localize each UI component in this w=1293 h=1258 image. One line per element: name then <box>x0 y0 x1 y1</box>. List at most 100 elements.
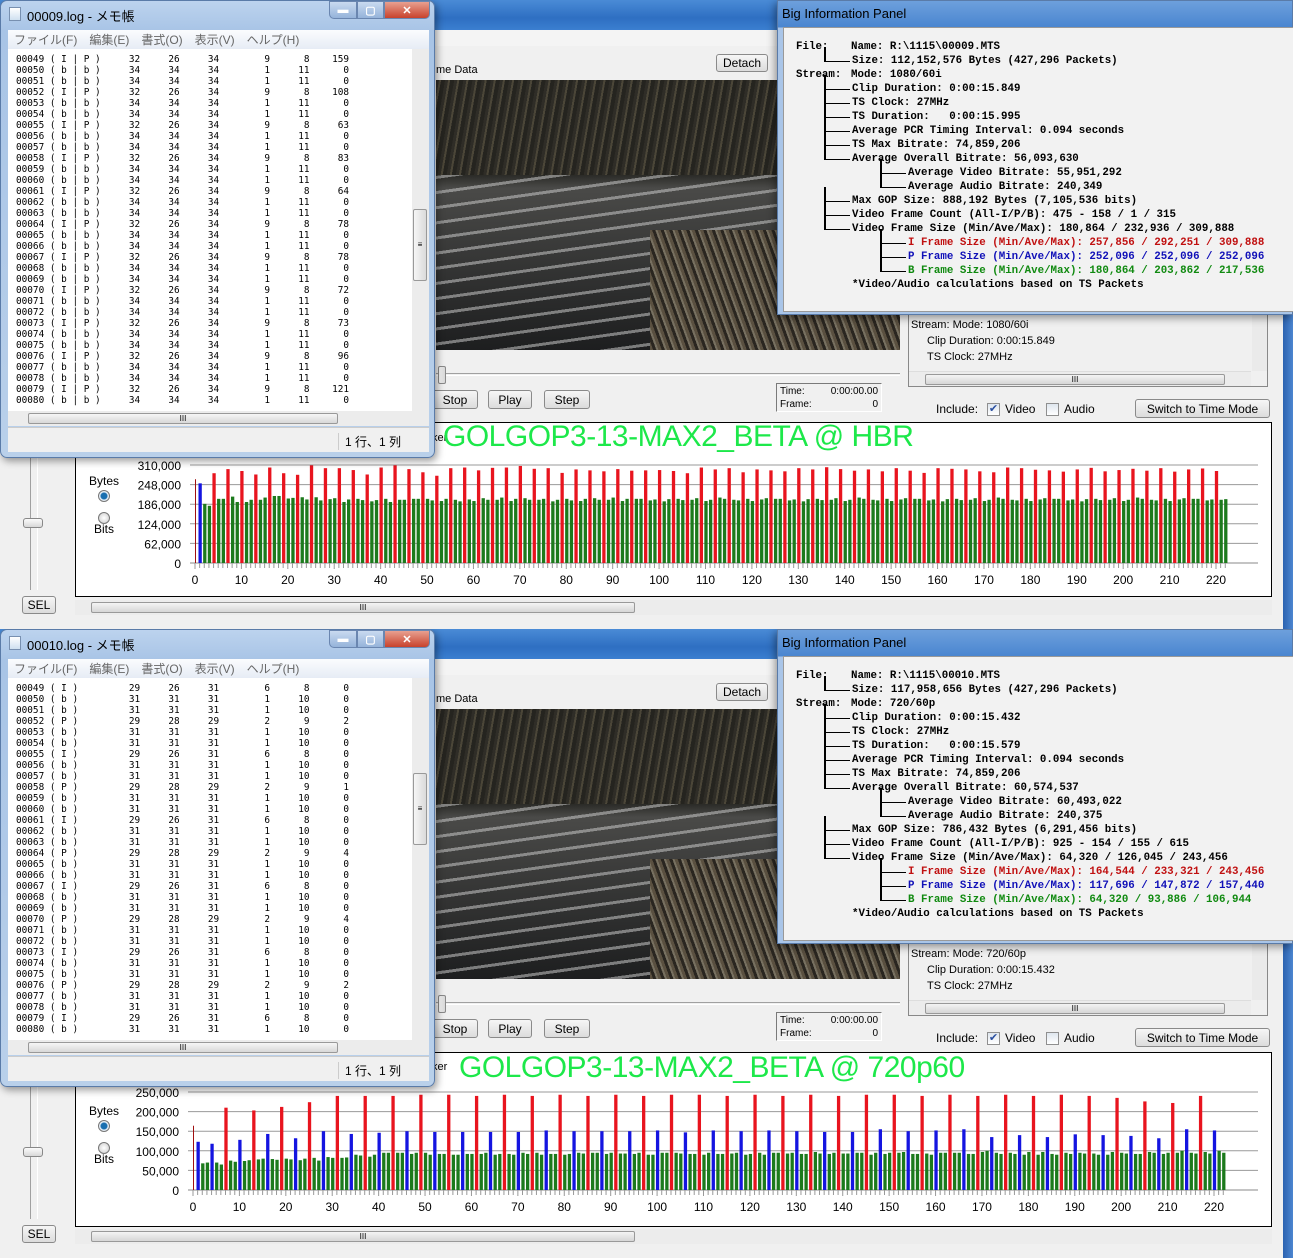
detach-button[interactable]: Detach <box>716 683 768 701</box>
stop-button[interactable]: Stop <box>432 1019 478 1038</box>
bar-frame-b <box>442 1153 446 1190</box>
zoom-slider[interactable] <box>30 1069 38 1219</box>
bar-frame-b <box>465 1153 469 1190</box>
maximize-button[interactable]: ▢ <box>357 1 384 19</box>
bar-frame-b <box>1001 498 1005 563</box>
log-line: 00059 ( b | b ) 34 34 34 1 11 0 <box>16 164 350 175</box>
video-checkbox[interactable]: ✔ <box>987 1032 1000 1045</box>
step-button[interactable]: Step <box>544 1019 590 1038</box>
notepad-horizontal-scrollbar[interactable]: III <box>8 411 429 426</box>
scroll-thumb[interactable]: III <box>925 1003 1225 1014</box>
video-checkbox[interactable]: ✔ <box>987 403 1000 416</box>
play-button[interactable]: Play <box>488 1019 532 1038</box>
chart-horizontal-scrollbar[interactable]: III <box>75 1229 1272 1244</box>
step-button[interactable]: Step <box>544 390 590 409</box>
info-horizontal-scrollbar[interactable]: III <box>909 371 1251 386</box>
bar-frame-i <box>530 1095 534 1190</box>
minimize-button[interactable]: ▬ <box>329 1 357 19</box>
bar-frame-b <box>646 1154 650 1190</box>
bar-frame-b <box>1043 498 1047 563</box>
maximize-button[interactable]: ▢ <box>357 630 384 648</box>
menu-format[interactable]: 書式(O) <box>141 33 183 47</box>
audio-checkbox[interactable] <box>1046 1032 1059 1045</box>
notepad-text-area[interactable]: 00049 ( I | P ) 32 26 34 9 8 159 00050 ( … <box>8 49 412 411</box>
seek-slider-thumb[interactable] <box>438 366 446 384</box>
info-key: Stream: <box>796 69 842 81</box>
scroll-thumb[interactable]: ≡ <box>413 773 427 845</box>
bar-frame-b <box>1082 1153 1087 1190</box>
bar-frame-p <box>878 1129 883 1190</box>
seek-slider[interactable] <box>436 373 900 376</box>
menu-edit[interactable]: 編集(E) <box>89 33 130 47</box>
info-horizontal-scrollbar[interactable]: III <box>909 1000 1251 1015</box>
bar-frame-b <box>804 1153 808 1190</box>
menu-view[interactable]: 表示(V) <box>194 33 235 47</box>
scroll-thumb[interactable]: III <box>91 602 635 613</box>
bar-frame-b <box>792 499 796 563</box>
zoom-slider-thumb[interactable] <box>23 518 43 528</box>
log-line: 00074 ( b ) 31 31 31 1 10 0 <box>16 958 350 969</box>
bar-frame-b <box>509 501 513 563</box>
log-line: 00066 ( b ) 31 31 31 1 10 0 <box>16 870 350 881</box>
sel-button[interactable]: SEL <box>22 596 56 614</box>
switch-time-mode-button[interactable]: Switch to Time Mode <box>1135 1028 1270 1047</box>
scroll-thumb[interactable]: ≡ <box>413 209 427 281</box>
zoom-slider[interactable] <box>30 440 38 590</box>
scroll-thumb[interactable]: III <box>28 1042 338 1053</box>
notepad-text-area[interactable]: 00049 ( I ) 29 26 31 6 8 0 00050 ( b ) 31… <box>8 678 412 1040</box>
bar-frame-i <box>992 472 996 563</box>
notepad-vertical-scrollbar[interactable]: ≡ <box>412 49 429 411</box>
menu-file[interactable]: ファイル(F) <box>14 662 78 676</box>
bar-frame-i <box>363 1095 367 1190</box>
sel-button[interactable]: SEL <box>22 1225 56 1243</box>
bits-radio[interactable] <box>98 512 110 524</box>
y-tick-label: 200,000 <box>136 1106 180 1120</box>
bar-frame-b <box>472 501 476 563</box>
chart-horizontal-scrollbar[interactable]: III <box>75 600 1272 615</box>
switch-time-mode-button[interactable]: Switch to Time Mode <box>1135 399 1270 418</box>
bar-frame-b <box>342 501 346 563</box>
info-value: TS Clock: 27MHz <box>852 726 950 738</box>
menu-format[interactable]: 書式(O) <box>141 662 183 676</box>
bar-frame-i <box>351 470 355 563</box>
menu-file[interactable]: ファイル(F) <box>14 33 78 47</box>
bytes-radio[interactable] <box>98 1120 110 1132</box>
stop-button[interactable]: Stop <box>432 390 478 409</box>
scroll-thumb[interactable]: III <box>925 374 1225 385</box>
status-bar: 1 行、1 列 <box>8 427 429 452</box>
bar-frame-b <box>507 1153 511 1190</box>
info-value: TS Clock: 27MHz <box>852 97 950 109</box>
include-label: Include: <box>936 1031 979 1045</box>
seek-slider-thumb[interactable] <box>438 995 446 1013</box>
play-button[interactable]: Play <box>488 390 532 409</box>
info-vertical-scrollbar[interactable] <box>1252 301 1267 371</box>
info-value: Average Audio Bitrate: 240,375 <box>908 810 1103 822</box>
close-button[interactable]: ✕ <box>384 630 430 648</box>
menu-help[interactable]: ヘルプ(H) <box>246 33 300 47</box>
menu-view[interactable]: 表示(V) <box>194 662 235 676</box>
bar-frame-b <box>319 500 323 563</box>
log-line: 00065 ( b ) 31 31 31 1 10 0 <box>16 859 350 870</box>
scroll-thumb[interactable]: III <box>91 1231 635 1242</box>
bar-frame-i <box>697 1094 702 1190</box>
seek-slider[interactable] <box>436 1002 900 1005</box>
menu-help[interactable]: ヘルプ(H) <box>246 662 300 676</box>
bits-radio[interactable] <box>98 1142 110 1154</box>
bar-frame-i <box>586 1095 590 1190</box>
menu-edit[interactable]: 編集(E) <box>89 662 130 676</box>
bar-frame-b <box>400 1152 404 1190</box>
bar-frame-b <box>718 497 722 563</box>
notepad-horizontal-scrollbar[interactable]: III <box>8 1040 429 1055</box>
bar-frame-i <box>252 1110 256 1190</box>
minimize-button[interactable]: ▬ <box>329 630 357 648</box>
bar-frame-b <box>416 498 420 563</box>
zoom-slider-thumb[interactable] <box>23 1147 43 1157</box>
close-button[interactable]: ✕ <box>384 1 430 19</box>
scroll-thumb[interactable]: III <box>28 413 338 424</box>
bytes-radio[interactable] <box>98 490 110 502</box>
info-vertical-scrollbar[interactable] <box>1252 930 1267 1000</box>
detach-button[interactable]: Detach <box>716 54 768 72</box>
audio-checkbox[interactable] <box>1046 403 1059 416</box>
notepad-vertical-scrollbar[interactable]: ≡ <box>412 678 429 1040</box>
bar-frame-b <box>760 499 764 563</box>
